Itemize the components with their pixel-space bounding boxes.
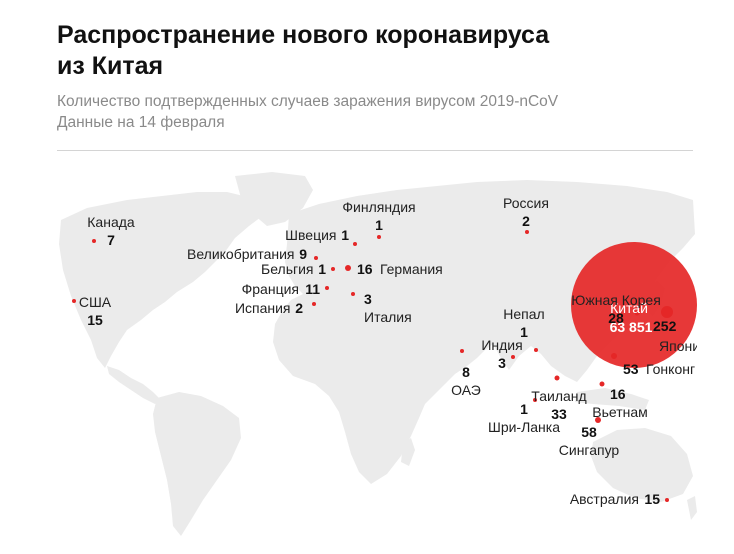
label-name-12: ОАЭ bbox=[451, 382, 481, 398]
eurasia-africa-landmass bbox=[273, 180, 695, 484]
australia-landmass bbox=[591, 428, 693, 502]
marker-22[interactable] bbox=[533, 398, 537, 402]
label-name-5: Южная Корея bbox=[571, 292, 661, 308]
marker-2[interactable] bbox=[595, 417, 601, 423]
label-count-10: 11 bbox=[305, 281, 320, 297]
marker-21[interactable] bbox=[534, 348, 538, 352]
label-count-14: 3 bbox=[498, 355, 506, 371]
label-count-china: 63 851 bbox=[610, 319, 653, 335]
label-name-20: Бельгия bbox=[261, 261, 313, 277]
label-count-6: 16 bbox=[357, 261, 373, 277]
label-count-5: 28 bbox=[608, 310, 624, 326]
label-name-4: Таиланд bbox=[531, 388, 586, 404]
label-name-13: Канада bbox=[87, 214, 135, 230]
marker-5[interactable] bbox=[634, 310, 640, 316]
marker-0[interactable] bbox=[571, 242, 697, 368]
label-count-11: 9 bbox=[299, 246, 307, 262]
label-name-11: Великобритания bbox=[187, 246, 295, 262]
label-name-14: Индия bbox=[481, 337, 522, 353]
marker-11[interactable] bbox=[314, 256, 318, 260]
marker-16[interactable] bbox=[525, 230, 529, 234]
marker-layer bbox=[72, 230, 697, 502]
marker-1[interactable] bbox=[661, 306, 673, 318]
label-name-15: Италия bbox=[364, 309, 412, 325]
subtitle-line-2: Данные на 14 февраля bbox=[57, 114, 225, 131]
subtitle-line-1: Количество подтвержденных случаев зараже… bbox=[57, 93, 559, 110]
label-count-4: 33 bbox=[551, 406, 567, 422]
label-count-21: 1 bbox=[520, 324, 528, 340]
marker-4[interactable] bbox=[554, 375, 560, 381]
madagascar-landmass bbox=[401, 438, 415, 466]
land-masses bbox=[59, 172, 697, 536]
label-name-7: Вьетнам bbox=[592, 404, 648, 420]
label-count-15: 3 bbox=[364, 291, 372, 307]
label-name-6: Германия bbox=[380, 261, 443, 277]
marker-6[interactable] bbox=[345, 265, 351, 271]
chart-title: Распространение нового коронавируса из К… bbox=[57, 20, 677, 82]
label-count-12: 8 bbox=[462, 364, 470, 380]
label-count-16: 2 bbox=[522, 213, 530, 229]
label-count-22: 1 bbox=[520, 401, 528, 417]
label-name-21: Непал bbox=[503, 306, 544, 322]
label-count-1: 252 bbox=[653, 318, 677, 334]
label-count-8: 15 bbox=[87, 312, 103, 328]
south-america-landmass bbox=[153, 392, 241, 536]
label-count-2: 58 bbox=[581, 424, 597, 440]
divider bbox=[57, 150, 693, 151]
central-america-landmass bbox=[107, 366, 161, 404]
label-name-china: Китай bbox=[610, 300, 648, 316]
marker-10[interactable] bbox=[325, 286, 329, 290]
label-count-3: 53 bbox=[623, 361, 639, 377]
label-name-22: Шри-Ланка bbox=[488, 419, 560, 435]
north-america-landmass bbox=[59, 192, 269, 368]
marker-3[interactable] bbox=[611, 353, 617, 359]
indonesia-landmass bbox=[575, 388, 649, 410]
marker-17[interactable] bbox=[312, 302, 316, 306]
label-name-19: Швеция bbox=[285, 227, 336, 243]
label-name-18: Финляндия bbox=[342, 199, 415, 215]
label-count-9: 15 bbox=[644, 491, 660, 507]
marker-15[interactable] bbox=[351, 292, 355, 296]
label-count-18: 1 bbox=[375, 217, 383, 233]
marker-7[interactable] bbox=[599, 381, 605, 387]
label-count-20: 1 bbox=[318, 261, 326, 277]
label-name-17: Испания bbox=[235, 300, 291, 316]
marker-14[interactable] bbox=[511, 355, 515, 359]
new-zealand-landmass bbox=[687, 496, 697, 520]
label-name-8: США bbox=[79, 294, 112, 310]
marker-8[interactable] bbox=[72, 299, 76, 303]
label-name-3: Гонконг bbox=[646, 361, 695, 377]
label-name-2: Сингапур bbox=[559, 442, 620, 458]
marker-20[interactable] bbox=[331, 267, 335, 271]
label-count-17: 2 bbox=[295, 300, 303, 316]
label-name-1: Япония bbox=[659, 338, 697, 354]
label-name-9: Австралия bbox=[570, 491, 639, 507]
marker-13[interactable] bbox=[92, 239, 96, 243]
marker-12[interactable] bbox=[460, 349, 464, 353]
label-count-19: 1 bbox=[341, 227, 349, 243]
title-line-1: Распространение нового коронавируса bbox=[57, 21, 550, 49]
marker-9[interactable] bbox=[665, 498, 669, 502]
chart-subtitle: Количество подтвержденных случаев зараже… bbox=[57, 91, 697, 133]
label-count-13: 7 bbox=[107, 232, 115, 248]
title-line-2: из Китая bbox=[57, 52, 164, 80]
label-name-16: Россия bbox=[503, 195, 549, 211]
marker-19[interactable] bbox=[353, 242, 357, 246]
label-name-10: Франция bbox=[242, 281, 299, 297]
label-count-7: 16 bbox=[610, 386, 626, 402]
marker-18[interactable] bbox=[377, 235, 381, 239]
